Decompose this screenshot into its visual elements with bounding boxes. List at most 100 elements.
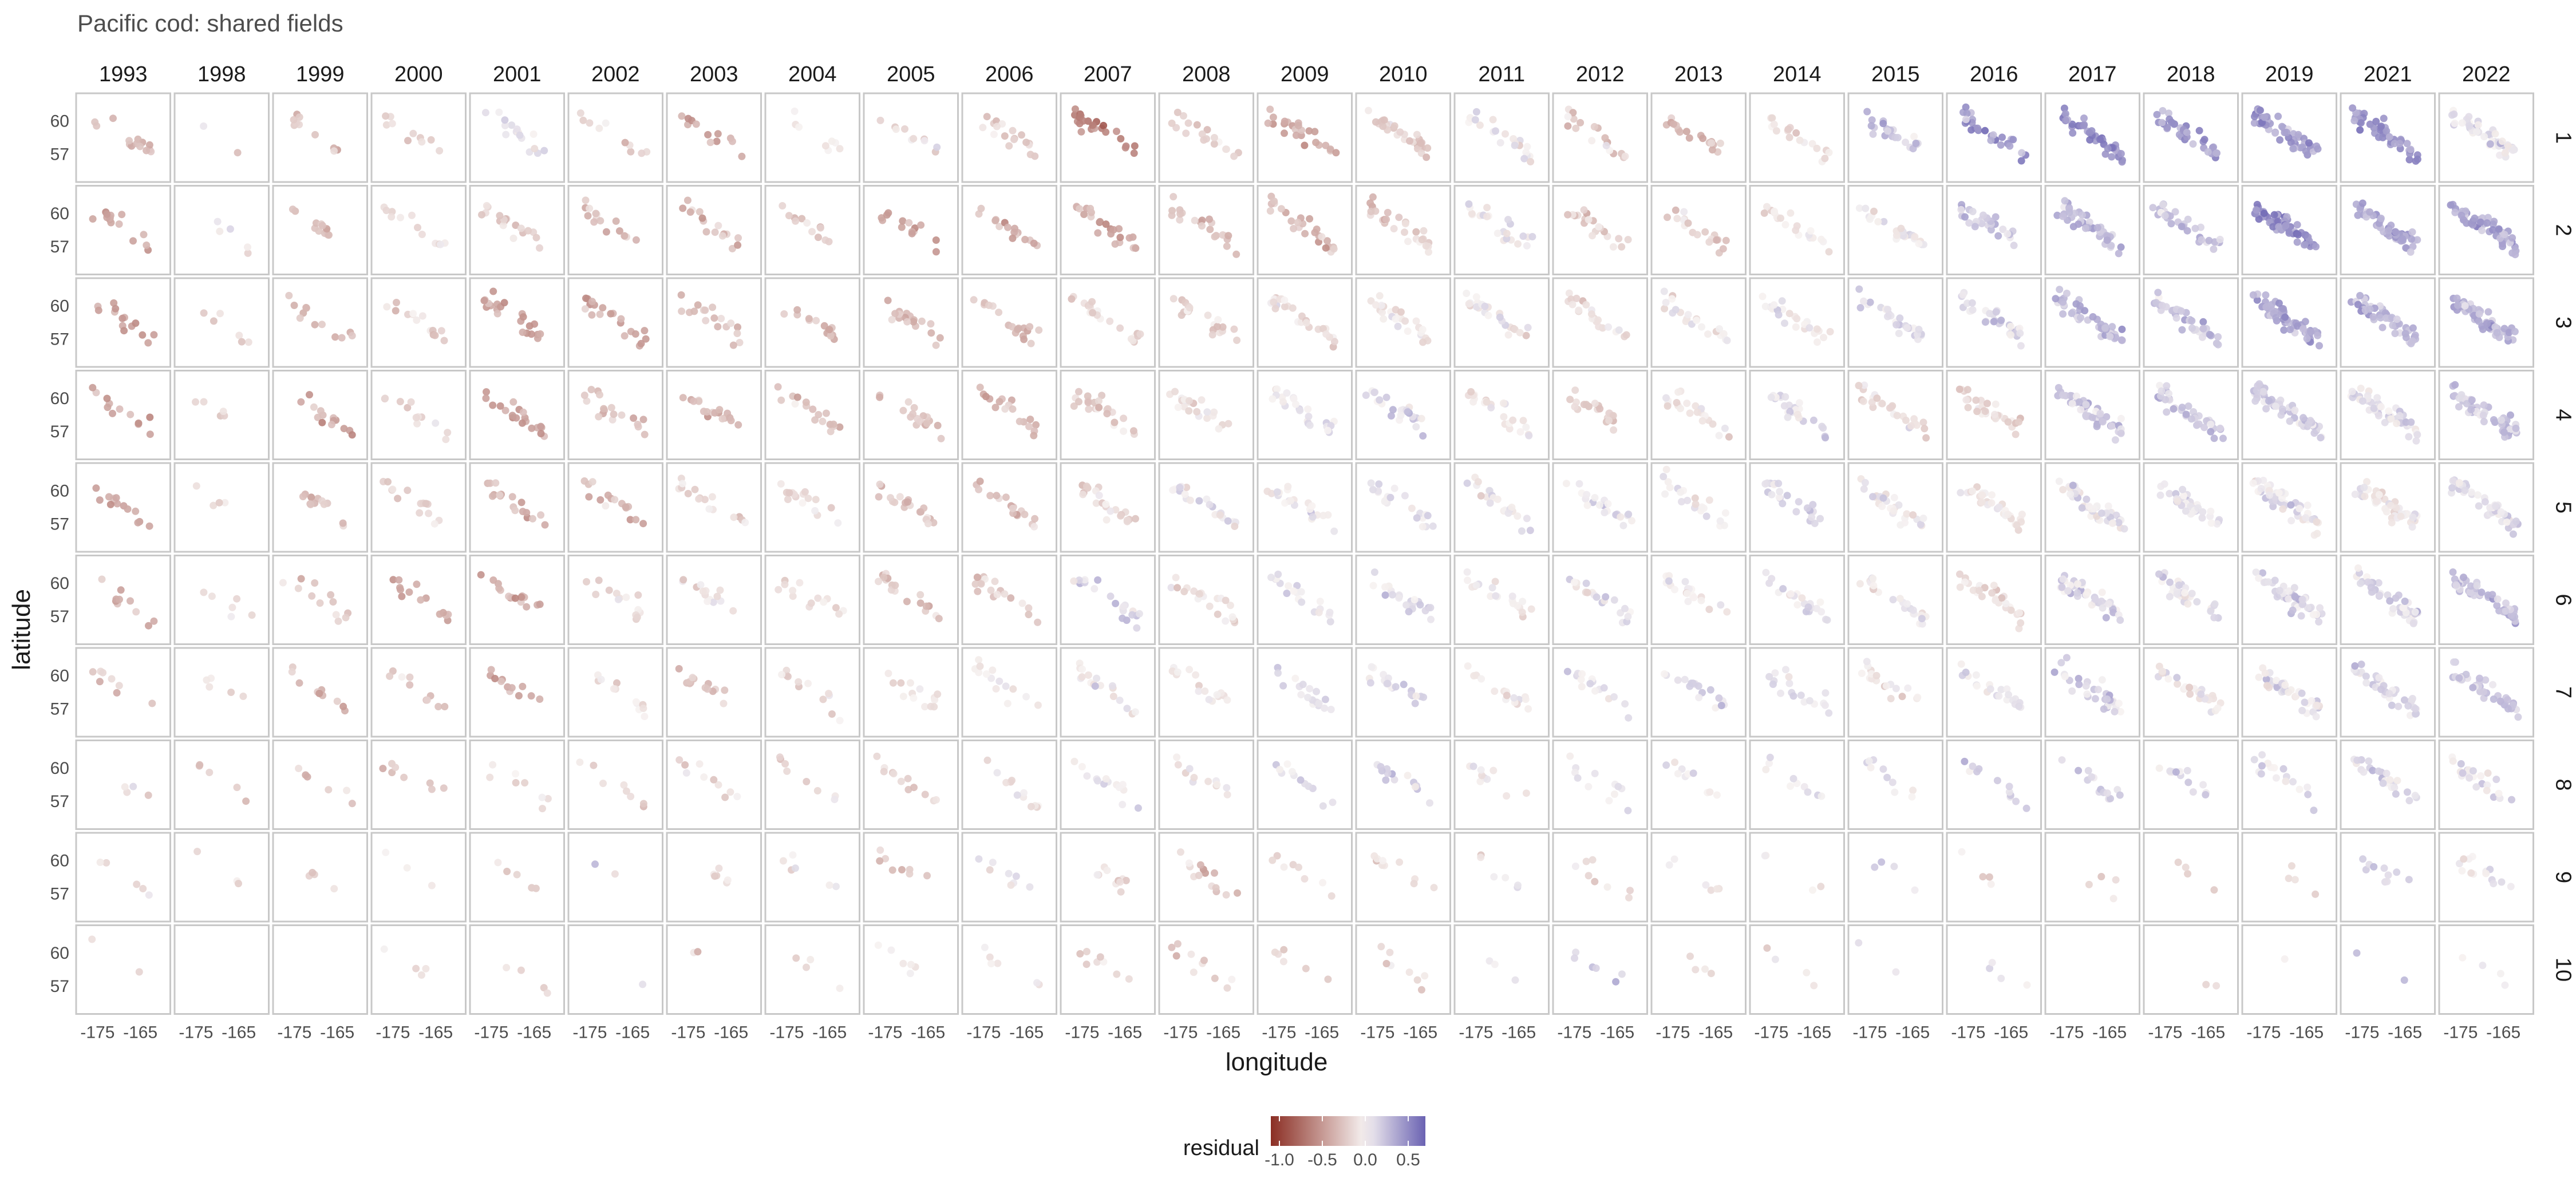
facet-panel [1257, 555, 1353, 645]
data-point [1084, 398, 1092, 406]
data-point [288, 668, 296, 676]
data-point [234, 149, 242, 157]
facet-panel [1552, 462, 1648, 553]
data-point [513, 125, 521, 133]
data-point [136, 143, 144, 151]
data-point [1298, 598, 1306, 606]
data-point [876, 846, 884, 854]
data-point [637, 339, 645, 347]
data-point [1465, 200, 1473, 208]
data-point [1785, 133, 1793, 141]
facet-panel [469, 647, 565, 738]
data-point [807, 599, 815, 607]
data-point [1427, 615, 1435, 623]
data-point [422, 500, 430, 508]
data-point [979, 124, 987, 132]
data-point [1680, 208, 1688, 216]
facet-panel [1749, 647, 1845, 738]
data-point [827, 332, 835, 340]
data-point [1520, 155, 1528, 163]
data-point [775, 586, 783, 594]
data-point [2182, 410, 2190, 418]
data-point [2459, 769, 2467, 777]
data-point [1075, 398, 1082, 406]
data-point [386, 672, 394, 680]
data-point [993, 122, 1001, 131]
data-point [1575, 306, 1583, 314]
panel-border [2438, 277, 2534, 368]
data-point [308, 592, 316, 600]
data-point [814, 594, 822, 602]
data-point [1120, 603, 1128, 611]
data-point [832, 883, 840, 891]
data-point [1413, 514, 1421, 522]
data-point [2374, 579, 2383, 587]
data-point [315, 690, 323, 697]
facet-panel [1257, 832, 1353, 923]
facet-panel [75, 92, 171, 183]
data-point [2075, 675, 2083, 682]
data-point [132, 319, 140, 327]
data-point [1098, 392, 1106, 400]
data-point [501, 406, 509, 414]
data-point [836, 423, 844, 431]
data-point [714, 781, 722, 789]
facet-panel [173, 462, 270, 553]
data-point [1601, 134, 1609, 142]
data-point [96, 859, 104, 866]
data-point [918, 317, 926, 325]
data-point [480, 296, 488, 305]
data-point [989, 859, 997, 867]
data-point [392, 764, 400, 772]
data-point [2085, 503, 2093, 511]
data-point [1805, 697, 1814, 705]
data-point [113, 689, 121, 697]
data-point [2250, 756, 2258, 764]
data-point [531, 145, 539, 153]
data-point [2495, 789, 2503, 797]
data-point [1660, 287, 1668, 295]
data-point [389, 576, 397, 584]
data-point [1107, 592, 1115, 600]
data-point [1269, 395, 1277, 403]
data-point [2207, 607, 2215, 615]
data-point [2083, 495, 2091, 503]
data-point [2469, 683, 2477, 691]
data-point [2354, 211, 2362, 219]
data-point [599, 304, 607, 312]
panel-border [1749, 647, 1845, 738]
data-point [2281, 681, 2289, 689]
data-point [1380, 116, 1388, 124]
data-point [2191, 224, 2199, 232]
data-point [436, 610, 444, 618]
data-point [2369, 313, 2377, 321]
data-point [2149, 204, 2157, 212]
facet-panel [1552, 647, 1648, 738]
data-point [2305, 237, 2313, 245]
facet-panel [567, 740, 663, 830]
panel-border [764, 277, 860, 368]
data-point [2389, 321, 2397, 329]
data-point [1869, 130, 1877, 138]
data-point [882, 855, 890, 863]
data-point [2506, 426, 2514, 434]
data-point [2287, 517, 2296, 525]
data-point [1969, 208, 1977, 215]
data-point [2166, 489, 2174, 497]
data-point [395, 576, 403, 584]
data-point [825, 690, 832, 698]
data-point [1119, 781, 1127, 789]
data-point [2084, 766, 2092, 774]
data-point [1684, 496, 1692, 504]
facet-panel [567, 370, 663, 460]
data-point [1224, 517, 1232, 525]
data-point [1082, 483, 1091, 491]
data-point [2093, 224, 2101, 232]
data-point [801, 488, 809, 496]
data-point [2189, 140, 2197, 148]
data-point [2353, 756, 2361, 764]
data-point [1605, 797, 1613, 805]
facet-panel [1749, 185, 1845, 275]
data-point [104, 404, 112, 412]
data-point [2356, 292, 2364, 299]
